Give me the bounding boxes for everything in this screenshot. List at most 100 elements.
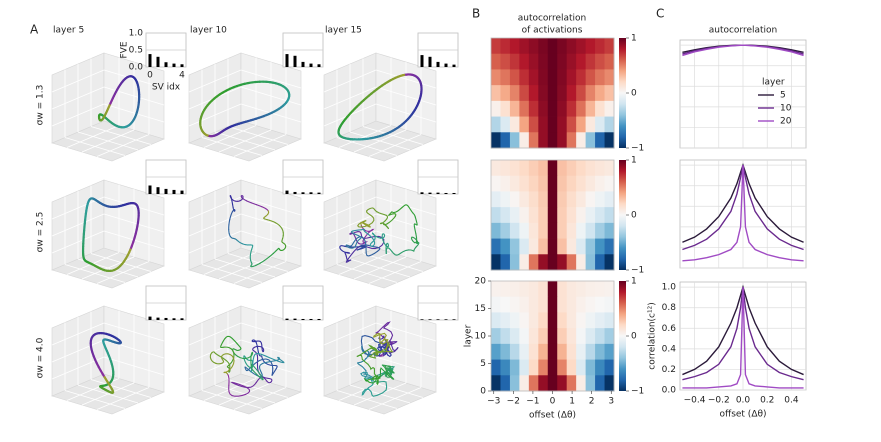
heatmap-cell bbox=[576, 281, 587, 298]
inset-bar bbox=[301, 192, 305, 194]
heatmap-cell bbox=[604, 191, 615, 208]
heatmap-cell bbox=[519, 254, 530, 271]
heatmap-cell bbox=[491, 375, 501, 392]
heatmap-cell bbox=[538, 132, 549, 149]
inset-x-label: SV idx bbox=[152, 83, 181, 93]
heatmap-cell bbox=[557, 53, 568, 70]
heatmap-cell bbox=[491, 100, 501, 117]
heatmap-cell bbox=[528, 85, 539, 102]
heatmap-cell bbox=[538, 207, 549, 224]
trajectory bbox=[250, 202, 258, 206]
colorbar bbox=[619, 281, 626, 391]
inset-x-tick-label: 0 bbox=[147, 71, 153, 81]
trajectory bbox=[366, 207, 374, 212]
pane-grid bbox=[240, 69, 302, 89]
legend-label: 10 bbox=[780, 104, 792, 114]
heatmap-cell bbox=[491, 132, 501, 149]
colorbar bbox=[619, 38, 626, 148]
trajectory bbox=[247, 381, 257, 389]
trajectory bbox=[361, 335, 375, 340]
inset-bar bbox=[317, 318, 321, 320]
trajectory bbox=[339, 245, 345, 248]
trajectory bbox=[230, 197, 233, 202]
pane-grid bbox=[336, 264, 398, 283]
heatmap-cell bbox=[509, 191, 520, 208]
heatmap-cell bbox=[604, 38, 615, 55]
heatmap-cell bbox=[576, 85, 587, 102]
heatmap-cell bbox=[547, 175, 558, 192]
trajectory bbox=[383, 327, 394, 340]
heatmap-cell bbox=[547, 222, 558, 239]
trajectory bbox=[261, 346, 265, 353]
inset-bar bbox=[444, 192, 448, 194]
legend-label: 5 bbox=[780, 91, 786, 101]
heatmap-cell bbox=[604, 281, 615, 298]
trajectory bbox=[255, 376, 263, 383]
inset-bar bbox=[164, 62, 168, 67]
heatmap-cell bbox=[576, 100, 587, 117]
heatmap-cell bbox=[557, 85, 568, 102]
trajectory bbox=[401, 204, 409, 209]
trajectory bbox=[228, 363, 231, 371]
heatmap-cell bbox=[519, 296, 530, 313]
heatmap-cell bbox=[491, 222, 501, 239]
heatmap-cell bbox=[528, 53, 539, 70]
inset-bar bbox=[309, 318, 313, 320]
heatmap-cell bbox=[576, 191, 587, 208]
trajectory bbox=[270, 220, 277, 224]
trajectory bbox=[384, 365, 390, 375]
trajectory bbox=[366, 223, 371, 228]
heatmap-cell bbox=[576, 160, 587, 177]
heatmap-cell bbox=[576, 343, 587, 360]
heatmap-cell bbox=[528, 160, 539, 177]
pane-grid bbox=[96, 261, 150, 284]
heatmap-cell bbox=[509, 175, 520, 192]
trajectory bbox=[243, 355, 248, 361]
heatmap-cell bbox=[547, 238, 558, 255]
heatmap-cell bbox=[595, 296, 605, 313]
heatmap-cell bbox=[595, 191, 605, 208]
trajectory bbox=[356, 247, 362, 251]
trajectory bbox=[262, 376, 272, 380]
heatmap-cell bbox=[576, 69, 587, 86]
trajectory bbox=[361, 244, 370, 246]
trajectory bbox=[380, 220, 386, 225]
trajectory bbox=[373, 332, 387, 339]
colorbar bbox=[619, 160, 626, 270]
heatmap-cell bbox=[519, 53, 530, 70]
pane-grid bbox=[51, 213, 105, 237]
heatmap-cell bbox=[528, 222, 539, 239]
trajectory bbox=[386, 215, 396, 225]
heatmap-cell bbox=[547, 281, 558, 298]
panel-label: C bbox=[656, 7, 664, 21]
trajectory bbox=[379, 367, 394, 380]
y-tick-label: 0.4 bbox=[662, 344, 677, 354]
heatmap-cell bbox=[566, 191, 577, 208]
heatmap-cell bbox=[519, 207, 530, 224]
trajectory bbox=[376, 246, 381, 253]
heatmap-cell bbox=[595, 175, 605, 192]
heatmap-cell bbox=[604, 100, 615, 117]
heatmap-cell bbox=[500, 85, 511, 102]
trajectory bbox=[414, 216, 418, 225]
heatmap-cell bbox=[491, 69, 501, 86]
trajectory bbox=[232, 348, 237, 351]
heatmap-cell bbox=[519, 343, 530, 360]
trajectory bbox=[268, 252, 275, 258]
heatmap-cell bbox=[557, 38, 568, 55]
trajectory bbox=[278, 224, 283, 230]
pane-grid bbox=[201, 137, 263, 156]
heatmap-cell bbox=[547, 343, 558, 360]
inset-bar bbox=[172, 63, 176, 67]
trajectory bbox=[363, 228, 374, 239]
heatmap-cell bbox=[519, 222, 530, 239]
heatmap-cell bbox=[500, 296, 511, 313]
trajectory bbox=[250, 371, 262, 378]
inset-bar bbox=[285, 54, 289, 67]
trajectory bbox=[376, 379, 379, 386]
trajectory bbox=[379, 339, 389, 345]
trajectory bbox=[351, 229, 362, 233]
inset-bar bbox=[444, 63, 448, 67]
heatmap-cell bbox=[566, 359, 577, 376]
heatmap-cell bbox=[509, 207, 520, 224]
